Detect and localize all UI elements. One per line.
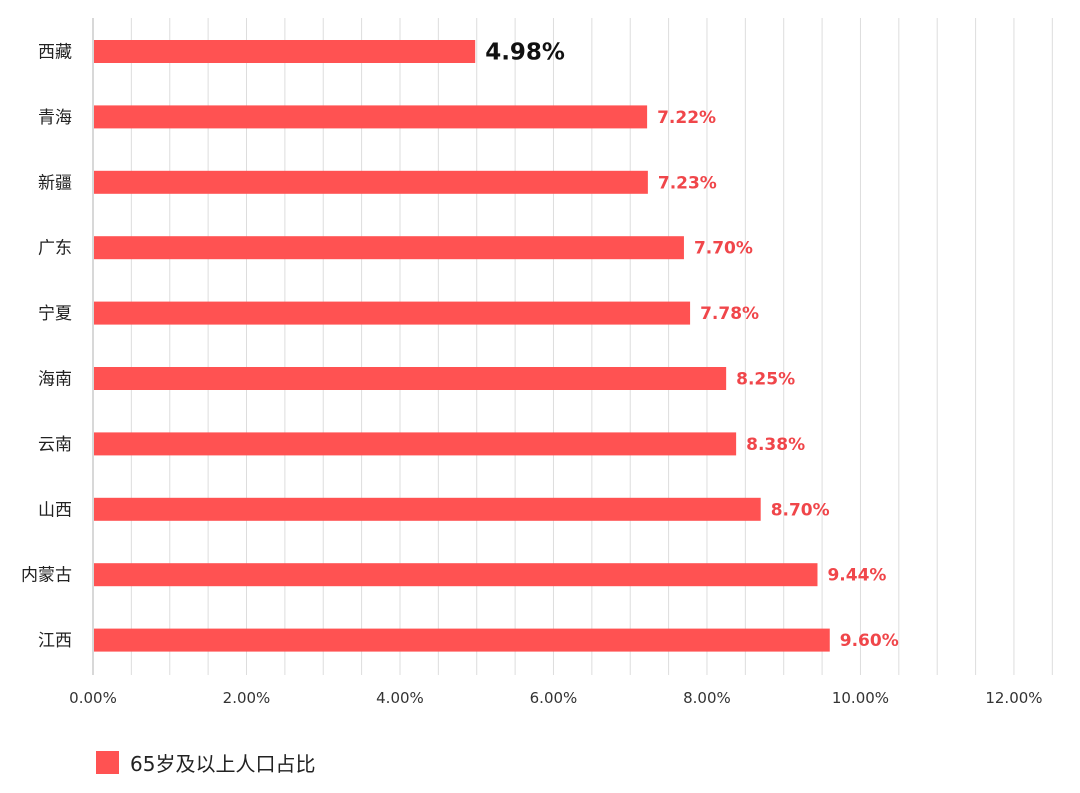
category-label: 广东 [38,239,72,259]
legend-swatch [96,751,119,774]
data-label: 4.98% [485,40,565,66]
value-labels: 4.98% 7.22% 7.23% 7.70% 7.78% 8.25% 8.38% 8.70%… [485,40,899,652]
data-label: 7.78% [700,304,759,324]
legend-label: 65岁及以上人口占比 [130,752,315,776]
x-tick-labels: 0.00% 2.00% 4.00% 6.00% 8.00% 10.00% 12.00% [69,689,1042,707]
bar [94,170,648,194]
data-label: 7.70% [694,239,753,259]
bar [94,367,727,390]
x-tick-label: 8.00% [683,689,731,707]
bars-group [94,40,830,652]
category-label: 山西 [38,500,72,520]
x-tick-label: 0.00% [69,689,117,707]
bar [94,40,476,63]
bar [94,105,648,129]
bar [94,563,818,587]
x-tick-label: 12.00% [985,689,1042,707]
bar [94,236,684,260]
x-tick-label: 4.00% [376,689,424,707]
bar [94,301,691,325]
category-label: 青海 [38,108,72,128]
x-tick-label: 6.00% [530,689,578,707]
data-label: 7.23% [658,173,717,193]
x-tick-label: 10.00% [832,689,889,707]
category-label: 新疆 [38,173,72,193]
category-label: 江西 [38,631,72,651]
data-label: 7.22% [657,108,716,128]
bar [94,497,761,521]
bar [94,628,830,652]
bar [94,432,737,456]
data-label: 8.25% [736,370,795,390]
x-tick-label: 2.00% [223,689,271,707]
legend: 65岁及以上人口占比 [96,751,315,776]
category-label: 西藏 [38,43,72,63]
data-label: 8.70% [771,500,830,520]
category-label: 内蒙古 [21,566,72,586]
category-label: 云南 [38,435,72,455]
category-label: 海南 [38,370,72,390]
data-label: 9.60% [840,631,899,651]
data-label: 8.38% [746,435,805,455]
data-label: 9.44% [827,566,886,586]
category-label: 宁夏 [38,304,72,324]
